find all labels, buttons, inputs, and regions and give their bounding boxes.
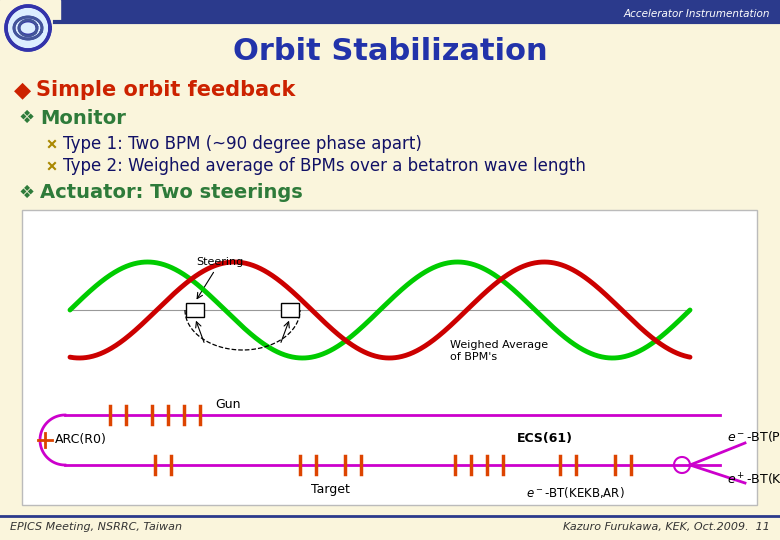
Text: Gun: Gun [215,399,240,411]
Text: ◆: ◆ [14,80,31,100]
Text: $e^+$-BT(KEKB): $e^+$-BT(KEKB) [727,472,780,488]
Text: Steering: Steering [197,257,243,267]
Text: Target: Target [310,483,349,496]
Text: Accelerator Instrumentation: Accelerator Instrumentation [623,9,770,19]
Text: $e^-$-BT(PF): $e^-$-BT(PF) [727,429,780,444]
Bar [0,0,60,48]
Circle shape [5,5,51,51]
Text: Type 1: Two BPM (~90 degree phase apart): Type 1: Two BPM (~90 degree phase apart) [63,135,422,153]
Text: ❖: ❖ [18,109,34,127]
Text: ECS(61): ECS(61) [517,432,573,445]
Bar [186,303,204,317]
Text: Simple orbit feedback: Simple orbit feedback [36,80,296,100]
Text: Monitor: Monitor [40,109,126,127]
Text: Weighed Average
of BPM's: Weighed Average of BPM's [450,340,548,362]
Text: Actuator: Two steerings: Actuator: Two steerings [40,184,303,202]
Bar [0,0,780,22]
Bar [281,303,299,317]
Text: Kazuro Furukawa, KEK, Oct.2009.  11: Kazuro Furukawa, KEK, Oct.2009. 11 [563,522,770,532]
Text: ARC(R0): ARC(R0) [55,434,107,447]
Text: EPICS Meeting, NSRRC, Taiwan: EPICS Meeting, NSRRC, Taiwan [10,522,182,532]
Text: Type 2: Weighed average of BPMs over a betatron wave length: Type 2: Weighed average of BPMs over a b… [63,157,586,175]
Text: ❖: ❖ [18,184,34,202]
Bar [22,210,757,505]
Text: Orbit Stabilization: Orbit Stabilization [232,37,548,66]
Text: $e^-$-BT(KEKB,AR): $e^-$-BT(KEKB,AR) [526,485,624,500]
